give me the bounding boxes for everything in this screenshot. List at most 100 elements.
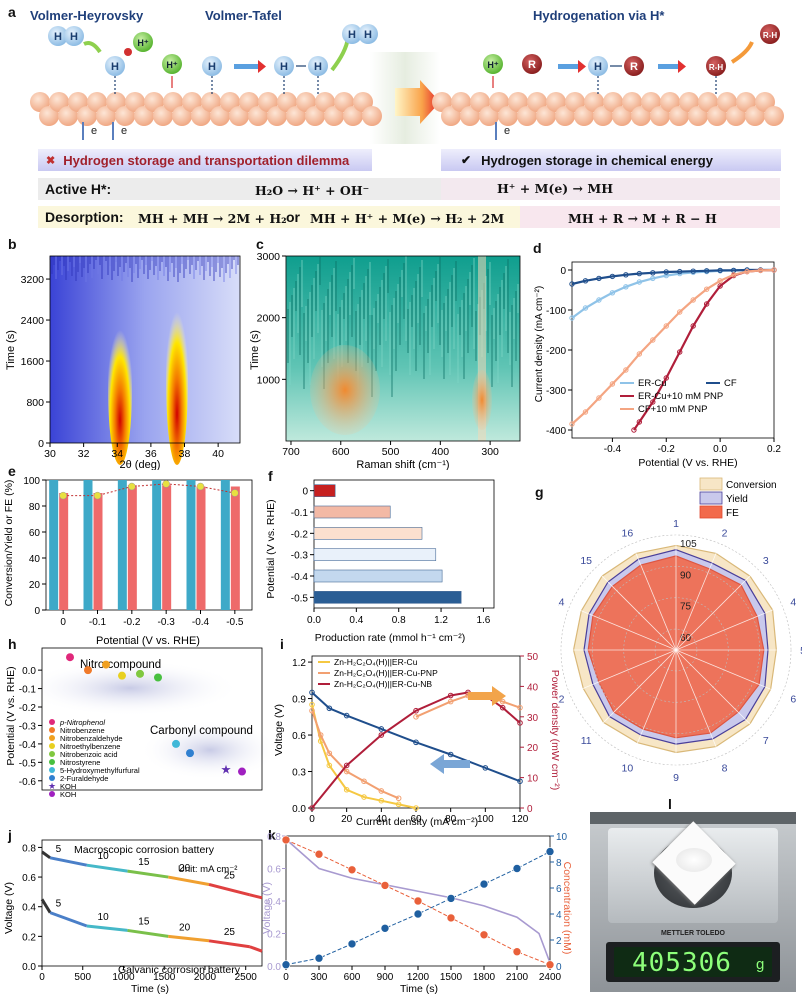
d-point: [703, 286, 710, 292]
d-legend-label: ER-Cu+10 mM PNP: [638, 391, 723, 402]
panel-label-a: a: [8, 4, 16, 20]
k-point: [479, 879, 489, 889]
h-atom-label: H: [314, 61, 322, 73]
b-xtick-label: 40: [212, 448, 224, 460]
e-fe-point: [128, 482, 136, 491]
i-legend-label: Zn-H₂C₂O₄(H)||ER-Cu: [334, 657, 418, 667]
balance-brand: METTLER TOLEDO: [660, 930, 726, 937]
e-xtick-label: 0: [60, 617, 66, 628]
h-legend-swatch: [49, 719, 55, 725]
g-spoke: [675, 568, 758, 651]
hydrogenation-title: Hydrogenation via H*: [533, 8, 665, 23]
h-legend-swatch: [49, 727, 55, 733]
h-point: [186, 749, 194, 758]
rh-atom-label: R-H: [763, 31, 777, 40]
metal-atom: [134, 106, 154, 126]
j-step-label-top: 20: [179, 863, 191, 874]
c-ylabel: Time (s): [250, 330, 261, 370]
h-atom: [202, 56, 222, 76]
j-step-label-bottom: 20: [179, 922, 191, 933]
j-bottom-title: Galvanic corrosion battery: [118, 964, 241, 976]
j-ytick-label: 0.8: [22, 843, 36, 854]
electron-label: e: [91, 125, 97, 137]
h-legend-star: ★: [48, 781, 56, 791]
metal-atom: [267, 106, 287, 126]
desorption-eq1: MH + MH → 2M + H₂: [138, 211, 287, 226]
j-xlabel: Time (s): [131, 983, 169, 995]
j-series-segment: [168, 875, 210, 886]
i-series-line: [311, 704, 417, 809]
h-ytick-label: -0.6: [19, 777, 37, 788]
g-spoke: [675, 649, 721, 757]
balance-hood: [590, 812, 796, 824]
h-carbonyl-zone: [140, 720, 270, 780]
panel-f-hbars: Production rate (mmol h⁻¹ cm⁻²) Potentia…: [265, 479, 495, 644]
electron-label: e: [121, 125, 127, 137]
f-ytick-label: -0.5: [291, 593, 309, 604]
h-legend-label: Nitrobenzaldehyde: [60, 734, 123, 743]
desorption-or: or: [286, 209, 300, 225]
g-legend-label: Conversion: [726, 480, 777, 491]
i-point: [317, 732, 324, 738]
panel-d-lsv: Potential (V vs. RHE) Current density (m…: [534, 261, 781, 469]
k-series-line: [285, 838, 551, 964]
h-legend-swatch: [49, 791, 55, 797]
i-y2tick-label: 50: [527, 652, 539, 663]
h-legend-swatch: [49, 735, 55, 741]
k-ytick-label: 0.6: [267, 865, 281, 876]
h-atom: [308, 56, 328, 76]
e-xtick-label: -0.1: [89, 617, 107, 628]
d-point: [730, 272, 737, 278]
i-point: [326, 705, 333, 712]
d-ytick-label: -100: [546, 306, 566, 317]
i-point: [447, 692, 454, 699]
metal-atom: [441, 106, 461, 126]
h-legend-label: KOH: [60, 790, 76, 799]
c-xtick-label: 600: [332, 446, 350, 458]
i-y2tick-label: 30: [527, 713, 539, 724]
e-bar-conversion: [49, 480, 59, 610]
electron-dot: [124, 48, 132, 56]
d-point: [703, 268, 710, 274]
active-eq-water: H₂O → H⁺ + OH⁻: [255, 183, 370, 198]
d-point: [596, 297, 602, 303]
k-xtick-label: 900: [377, 972, 394, 983]
d-point: [690, 268, 696, 274]
metal-atom: [172, 106, 192, 126]
balance-display: 405306 g: [606, 942, 780, 982]
j-xtick-label: 500: [74, 972, 91, 983]
d-point: [582, 409, 589, 415]
k-xtick-label: 0: [283, 972, 289, 983]
e-ytick-label: 0: [34, 606, 40, 617]
g-spoke-label: 6: [790, 694, 796, 706]
e-ytick-label: 100: [23, 476, 40, 487]
shift-head: [678, 60, 686, 73]
b-frame: [49, 255, 241, 444]
k-point: [314, 953, 324, 963]
e-bar-conversion: [152, 480, 162, 610]
h-point: [238, 767, 246, 776]
i-point: [361, 794, 367, 800]
e-frame: [45, 479, 253, 611]
g-spoke-label: 14: [558, 596, 565, 608]
j-xtick-label: 2500: [235, 972, 258, 983]
c-xtick-label: 400: [432, 446, 450, 458]
h-ytick-label: -0.2: [19, 703, 37, 714]
h-ytick-label: -0.4: [19, 740, 37, 751]
k-xtick-label: 2100: [506, 972, 529, 983]
i-xtick-label: 60: [410, 814, 422, 825]
h-legend-swatch: [49, 767, 55, 773]
k-point: [281, 960, 291, 969]
k-y2tick-label: 10: [556, 832, 568, 843]
k-y2tick-label: 0: [556, 962, 562, 973]
i-point: [413, 707, 419, 714]
h-atom-label: H: [208, 61, 216, 73]
f-ytick-label: -0.2: [291, 529, 309, 540]
e-ylabel: Conversion/Yield or FE (%): [3, 480, 15, 607]
d-point: [609, 381, 616, 387]
e-fe-point: [162, 480, 170, 488]
metal-atom: [631, 106, 651, 126]
e-ytick-label: 40: [29, 554, 41, 565]
volmer-heyrovsky-title: Volmer-Heyrovsky: [30, 8, 144, 23]
r-atom-label: R: [630, 61, 638, 73]
